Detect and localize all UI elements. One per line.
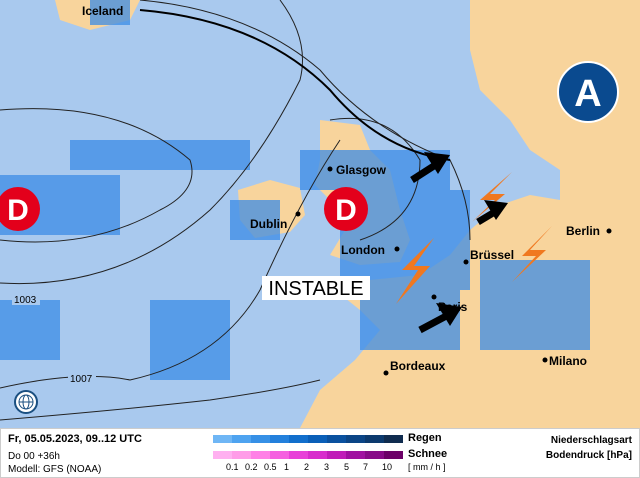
scale-tick: 3	[324, 462, 330, 472]
model-name: Modell: GFS (NOAA)	[8, 464, 102, 475]
city-dots	[295, 166, 612, 376]
snow-swatch	[289, 451, 308, 459]
front-line	[139, 9, 451, 161]
globe-icon[interactable]	[14, 390, 38, 414]
snow-swatch	[251, 451, 270, 459]
city-milano: Milano	[549, 354, 587, 368]
rain-swatch	[213, 435, 232, 443]
weather-map: 1003 1007 Iceland Glasgow Dublin London …	[0, 0, 640, 428]
scale-tick: 0.1	[226, 462, 239, 472]
legend-title-pressure: Bodendruck [hPa]	[545, 450, 632, 461]
snow-swatch	[365, 451, 384, 459]
isobar-label-1003: 1003	[14, 295, 37, 306]
isobar-label-1007: 1007	[70, 374, 93, 385]
rain-swatch	[270, 435, 289, 443]
rain-label: Regen	[408, 432, 442, 444]
rain-swatch	[327, 435, 346, 443]
low-label: D	[335, 194, 357, 227]
city-glasgow: Glasgow	[336, 163, 387, 177]
snow-swatch	[327, 451, 346, 459]
city-berlin: Berlin	[566, 224, 600, 238]
forecast-date: Fr, 05.05.2023, 09..12 UTC	[8, 433, 142, 445]
city-bruessel: Brüssel	[470, 248, 514, 262]
low-pressure-marker: D D	[0, 187, 368, 231]
isobar-labels: 1003 1007	[12, 293, 96, 385]
snow-color-scale	[213, 451, 403, 459]
legend-title-precip: Niederschlagsart	[550, 435, 632, 446]
rain-swatch	[232, 435, 251, 443]
snow-label: Schnee	[408, 448, 448, 460]
snow-swatch	[346, 451, 365, 459]
snow-swatch	[213, 451, 232, 459]
scale-tick: 1	[284, 462, 290, 472]
rain-swatch	[251, 435, 270, 443]
scale-tick: 10	[382, 462, 393, 472]
snow-swatch	[308, 451, 327, 459]
wind-arrows	[410, 152, 508, 334]
rain-swatch	[289, 435, 308, 443]
unit-label: [ mm / h ]	[408, 462, 446, 472]
rain-swatch	[384, 435, 403, 443]
high-pressure-marker: A	[557, 61, 619, 123]
city-dublin: Dublin	[250, 217, 287, 231]
scale-tick: 0.2	[245, 462, 258, 472]
precipitation	[0, 0, 590, 380]
snow-swatch	[384, 451, 403, 459]
rain-swatch	[308, 435, 327, 443]
rain-color-scale	[213, 435, 403, 443]
model-run: Do 00 +36h	[8, 451, 60, 462]
low-label: D	[7, 194, 29, 227]
city-bordeaux: Bordeaux	[390, 359, 446, 373]
high-label: A	[574, 73, 601, 115]
lightning-icons	[396, 172, 552, 304]
rain-swatch	[365, 435, 384, 443]
scale-tick: 2	[304, 462, 310, 472]
city-iceland: Iceland	[82, 4, 123, 18]
instable-label: INSTABLE	[268, 278, 363, 300]
city-london: London	[341, 243, 385, 257]
snow-swatch	[232, 451, 251, 459]
snow-swatch	[270, 451, 289, 459]
instable-box	[262, 276, 370, 300]
scale-tick: 5	[344, 462, 350, 472]
scale-tick: 7	[363, 462, 369, 472]
scale-tick: 0.5	[264, 462, 277, 472]
rain-swatch	[346, 435, 365, 443]
